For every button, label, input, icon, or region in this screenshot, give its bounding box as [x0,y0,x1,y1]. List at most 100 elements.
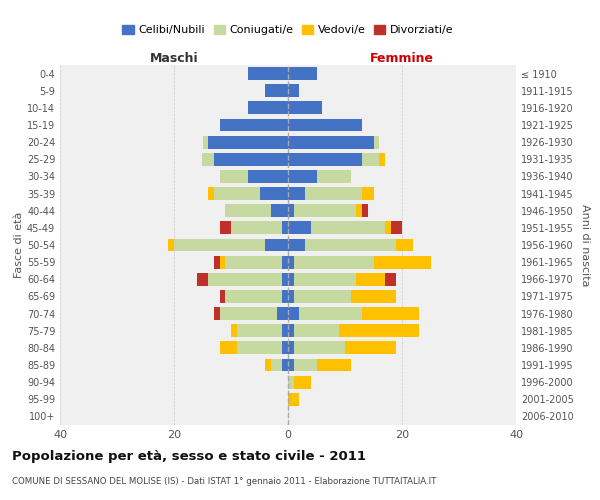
Bar [288,256,294,268]
Bar [214,307,220,320]
Legend: Celibi/Nubili, Coniugati/e, Vedovi/e, Divorziati/e: Celibi/Nubili, Coniugati/e, Vedovi/e, Di… [118,20,458,40]
Bar [265,84,288,97]
Bar [299,307,362,320]
Text: Popolazione per età, sesso e stato civile - 2011: Popolazione per età, sesso e stato civil… [12,450,366,463]
Y-axis label: Anni di nascita: Anni di nascita [580,204,590,286]
Bar [294,324,340,337]
Bar [340,324,419,337]
Bar [288,153,362,166]
Bar [288,273,294,285]
Bar [288,136,373,148]
Text: Femmine: Femmine [370,52,434,65]
Bar [283,324,288,337]
Bar [305,238,397,252]
Bar [283,256,288,268]
Bar [311,222,385,234]
Bar [288,222,311,234]
Bar [265,238,288,252]
Bar [220,222,231,234]
Bar [214,256,220,268]
Bar [294,376,311,388]
Bar [294,342,345,354]
Bar [362,187,373,200]
Bar [294,204,356,217]
Bar [317,358,350,372]
Bar [345,342,397,354]
Bar [226,204,271,217]
Bar [237,342,283,354]
Bar [294,358,317,372]
Bar [220,307,277,320]
Bar [214,187,260,200]
Bar [356,273,385,285]
Bar [373,256,431,268]
Bar [356,204,362,217]
Bar [294,273,356,285]
Bar [373,136,379,148]
Bar [362,204,368,217]
Bar [305,187,362,200]
Bar [288,102,322,114]
Bar [288,290,294,303]
Bar [220,170,248,183]
Bar [288,342,294,354]
Bar [385,273,396,285]
Bar [271,204,288,217]
Bar [288,84,299,97]
Y-axis label: Fasce di età: Fasce di età [14,212,24,278]
Bar [231,222,283,234]
Bar [288,187,305,200]
Bar [288,238,305,252]
Bar [385,222,391,234]
Bar [391,222,402,234]
Bar [294,290,350,303]
Bar [283,290,288,303]
Bar [283,222,288,234]
Bar [197,273,208,285]
Text: Maschi: Maschi [149,52,199,65]
Bar [283,342,288,354]
Bar [237,324,283,337]
Bar [362,307,419,320]
Bar [288,67,317,80]
Bar [271,358,283,372]
Bar [283,358,288,372]
Bar [288,307,299,320]
Bar [220,290,226,303]
Bar [317,170,350,183]
Bar [379,153,385,166]
Bar [208,136,288,148]
Bar [248,67,288,80]
Bar [260,187,288,200]
Bar [277,307,288,320]
Bar [265,358,271,372]
Bar [288,324,294,337]
Bar [350,290,397,303]
Bar [288,358,294,372]
Bar [397,238,413,252]
Bar [248,170,288,183]
Text: COMUNE DI SESSANO DEL MOLISE (IS) - Dati ISTAT 1° gennaio 2011 - Elaborazione TU: COMUNE DI SESSANO DEL MOLISE (IS) - Dati… [12,478,436,486]
Bar [220,342,236,354]
Bar [294,256,373,268]
Bar [214,153,288,166]
Bar [220,256,226,268]
Bar [283,273,288,285]
Bar [202,153,214,166]
Bar [208,187,214,200]
Bar [208,273,283,285]
Bar [288,170,317,183]
Bar [226,290,283,303]
Bar [174,238,265,252]
Bar [288,376,294,388]
Bar [203,136,208,148]
Bar [288,393,299,406]
Bar [248,102,288,114]
Bar [362,153,379,166]
Bar [288,204,294,217]
Bar [220,118,288,132]
Bar [288,118,362,132]
Bar [231,324,236,337]
Bar [168,238,174,252]
Bar [226,256,283,268]
